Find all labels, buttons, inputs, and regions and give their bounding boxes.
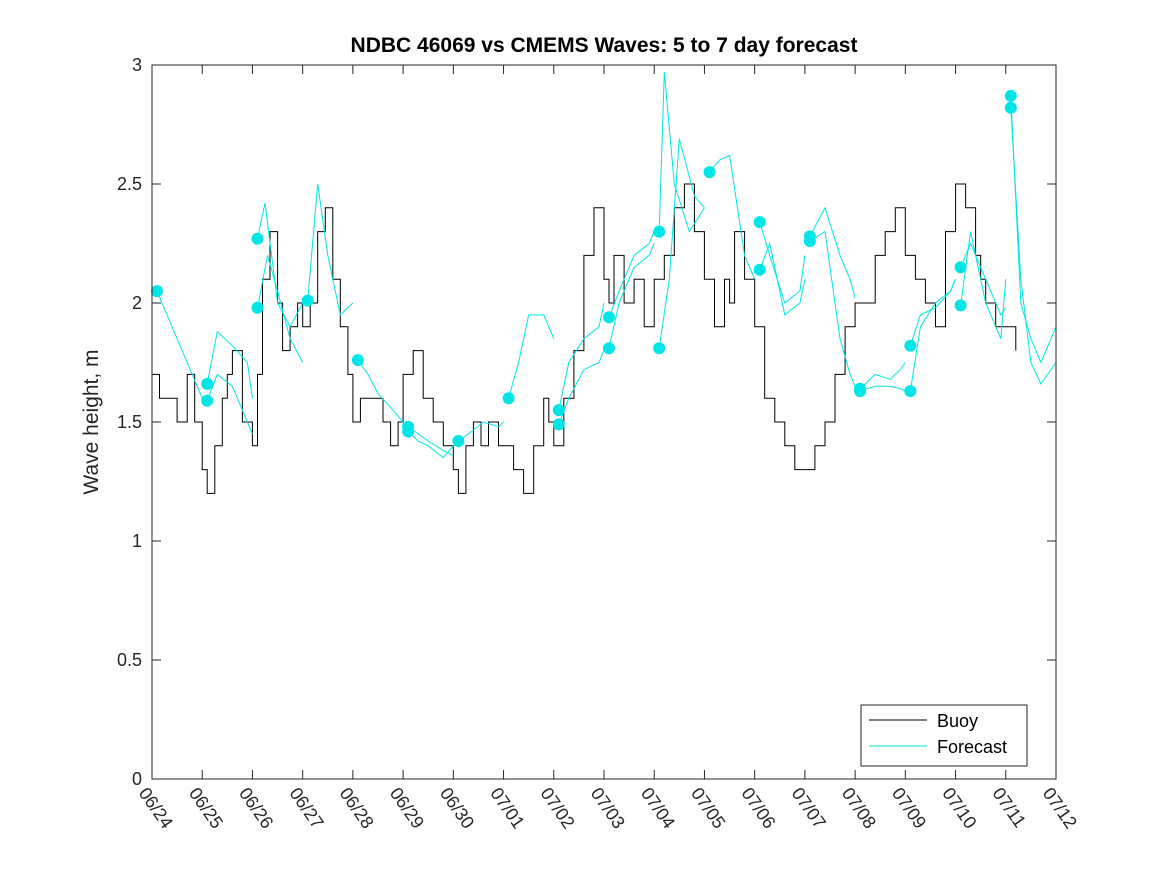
forecast-line-10 — [458, 421, 504, 442]
forecast-start-marker-18 — [703, 166, 716, 179]
forecast-line-2 — [206, 330, 253, 399]
forecast-start-marker-19 — [753, 216, 766, 229]
forecast-start-marker-15 — [603, 342, 615, 355]
forecast-line-16 — [658, 72, 705, 233]
forecast-start-marker-16 — [653, 225, 666, 238]
forecast-start-marker-27 — [954, 261, 967, 274]
forecast-line-23 — [859, 362, 906, 390]
forecast-line-5 — [257, 255, 304, 363]
forecast-start-marker-4 — [251, 232, 264, 245]
forecast-line-15 — [608, 243, 655, 349]
forecast-line-28 — [960, 231, 1007, 339]
series-layer — [151, 72, 1057, 494]
forecast-start-marker-14 — [603, 311, 615, 324]
forecast-line-14 — [608, 231, 655, 318]
legend: Buoy Forecast — [860, 704, 1028, 767]
forecast-line-26 — [909, 279, 957, 392]
forecast-line-30 — [1010, 107, 1057, 385]
forecast-start-marker-6 — [301, 294, 314, 307]
y-axis-label: Wave height, m — [80, 349, 103, 494]
chart-title: NDBC 46069 vs CMEMS Waves: 5 to 7 day fo… — [351, 34, 858, 57]
legend-box — [860, 704, 1028, 767]
y-tick-label: 1 — [132, 531, 142, 551]
legend-label-forecast: Forecast — [937, 737, 1007, 757]
forecast-start-marker-30 — [1004, 101, 1017, 114]
forecast-line-4 — [257, 202, 304, 328]
forecast-start-marker-28 — [954, 299, 967, 312]
forecast-start-marker-1 — [151, 285, 163, 298]
forecast-line-18 — [709, 154, 756, 280]
forecast-line-22 — [809, 230, 856, 387]
forecast-start-marker-9 — [402, 425, 415, 438]
forecast-line-3 — [206, 373, 253, 435]
forecast-line-12 — [558, 302, 605, 411]
forecast-start-marker-2 — [201, 377, 214, 390]
forecast-start-marker-26 — [904, 385, 917, 398]
forecast-line-13 — [558, 350, 605, 425]
plot-area — [152, 65, 1056, 779]
forecast-line-9 — [407, 431, 454, 459]
forecast-start-marker-7 — [351, 354, 364, 367]
forecast-start-marker-17 — [653, 342, 666, 355]
forecast-start-marker-13 — [552, 418, 565, 431]
forecast-start-marker-24 — [854, 385, 867, 398]
forecast-start-marker-11 — [502, 392, 515, 405]
forecast-line-19 — [759, 221, 806, 304]
forecast-start-marker-3 — [201, 394, 214, 407]
y-tick-label: 0.5 — [117, 650, 142, 670]
forecast-start-marker-5 — [251, 301, 264, 314]
forecast-line-21 — [809, 206, 856, 299]
y-tick-label: 2 — [132, 293, 142, 313]
forecast-start-marker-12 — [552, 404, 565, 417]
y-tick-label: 2.5 — [117, 174, 142, 194]
y-tick-label: 3 — [132, 55, 142, 75]
forecast-line-8 — [407, 426, 454, 456]
forecast-start-marker-25 — [904, 339, 917, 352]
forecast-start-marker-10 — [452, 435, 465, 447]
forecast-start-marker-29 — [1004, 89, 1017, 102]
forecast-line-27 — [960, 242, 1007, 316]
forecast-line-7 — [357, 359, 404, 423]
forecast-line-17 — [658, 138, 705, 349]
y-tick-label: 0 — [132, 769, 142, 789]
forecast-line-6 — [307, 183, 354, 316]
forecast-line-24 — [859, 385, 906, 392]
forecast-line-11 — [508, 314, 555, 399]
forecast-line-20 — [759, 241, 806, 316]
forecast-start-marker-22 — [803, 235, 816, 248]
y-tick-label: 1.5 — [117, 412, 142, 432]
forecast-line-1 — [156, 290, 203, 399]
forecast-start-marker-20 — [753, 263, 766, 276]
legend-label-buoy: Buoy — [937, 711, 978, 731]
forecast-line-29 — [1010, 95, 1057, 364]
